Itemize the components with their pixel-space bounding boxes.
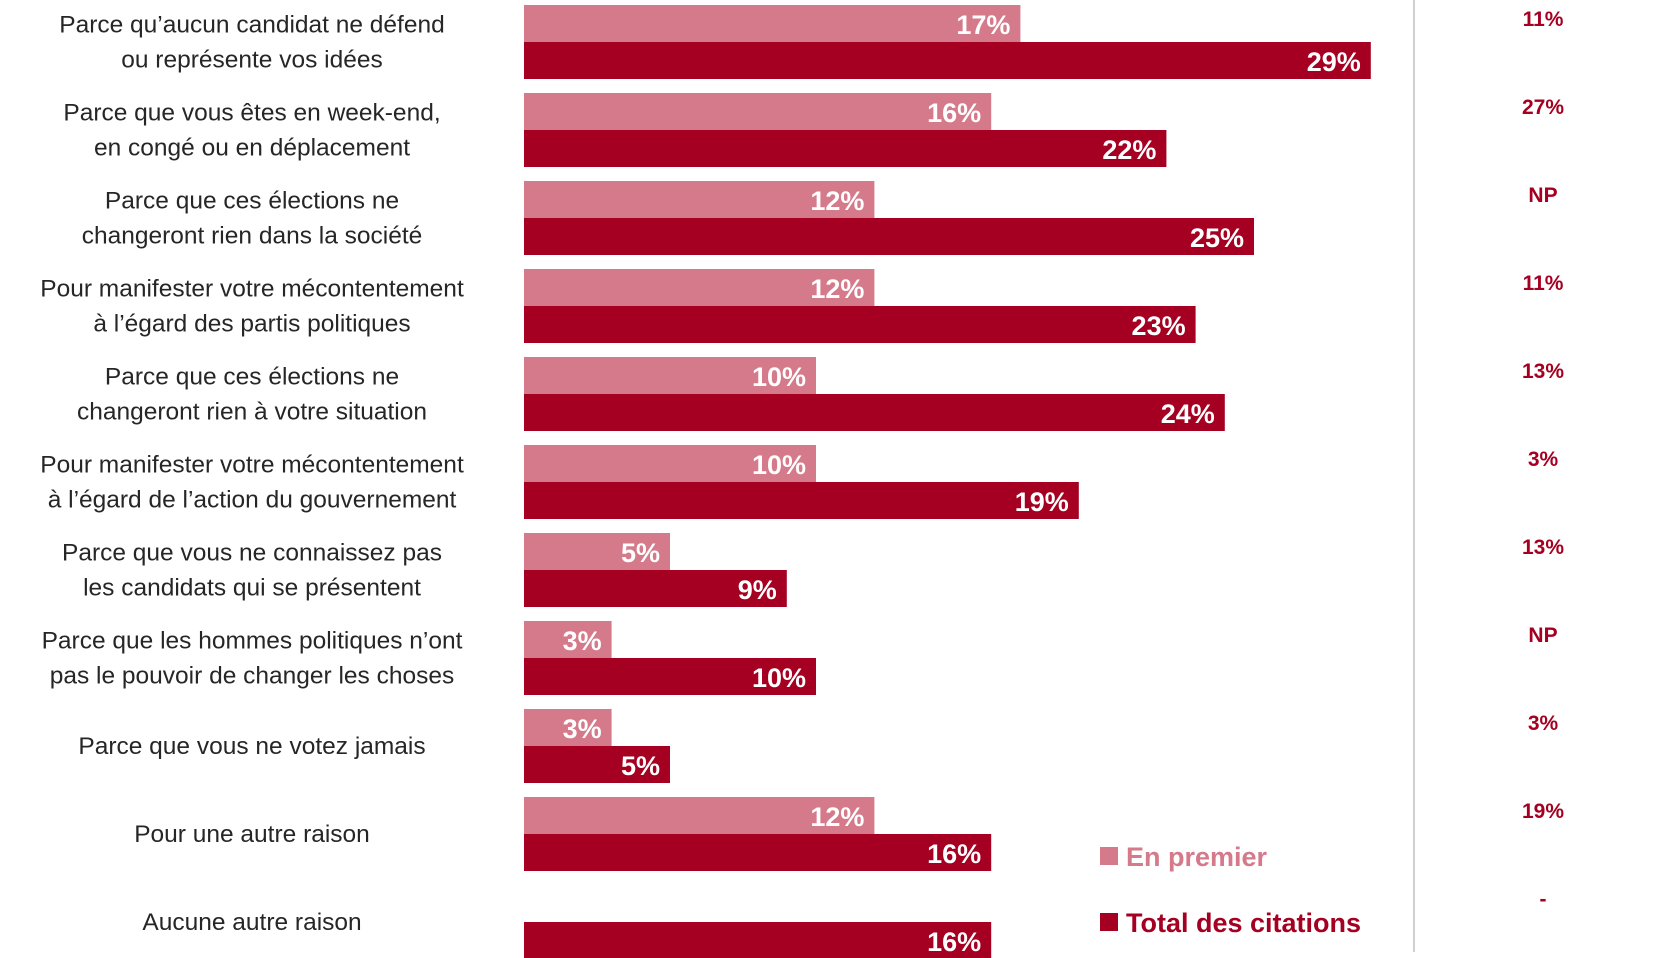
- side-column-value: 11%: [1523, 272, 1564, 295]
- category-label: Parce que ces élections ne changeront rie…: [77, 364, 427, 426]
- bar-value-label: 9%: [738, 575, 777, 605]
- side-column-value: NP: [1528, 624, 1557, 647]
- bar-value-label: 24%: [1161, 399, 1215, 429]
- bar: [524, 533, 670, 570]
- category-label-line: Pour une autre raison: [134, 821, 370, 848]
- bar-value-label: 5%: [621, 538, 660, 568]
- category-label-line: changeront rien dans la société: [82, 223, 423, 250]
- side-column-value: 13%: [1522, 360, 1564, 383]
- bar-value-label: 10%: [752, 362, 806, 392]
- category-label-line: les candidats qui se présentent: [83, 575, 421, 602]
- category-label: Parce que vous ne votez jamais: [78, 733, 425, 760]
- bar-value-label: 12%: [810, 274, 864, 304]
- bar-value-label: 12%: [810, 186, 864, 216]
- category-label-line: à l’égard des partis politiques: [93, 311, 410, 338]
- bar: [524, 482, 1079, 519]
- bars: [524, 5, 1371, 958]
- category-label-line: Pour manifester votre mécontentement: [40, 276, 464, 303]
- bar: [524, 130, 1167, 167]
- category-label-line: Parce que ces élections ne: [105, 364, 399, 391]
- legend: En premier Total des citations: [1100, 842, 1361, 938]
- bar-value-label: 17%: [956, 10, 1010, 40]
- bar: [524, 42, 1371, 79]
- bar-value-label: 25%: [1190, 223, 1244, 253]
- legend-label: En premier: [1126, 842, 1268, 872]
- side-column-value: 19%: [1522, 800, 1564, 823]
- bar-value-label: 19%: [1015, 487, 1069, 517]
- category-label-line: ou représente vos idées: [121, 47, 383, 74]
- side-column-value: 3%: [1528, 712, 1559, 735]
- bar: [524, 746, 670, 783]
- side-column: 11% 27% NP 11% 13% 3% 13% NP 3% 19% -: [1522, 8, 1564, 911]
- side-column-value: 27%: [1522, 96, 1564, 119]
- bar-value-label: 3%: [563, 714, 602, 744]
- category-label: Parce que vous êtes en week-end, en congé…: [63, 100, 440, 162]
- category-label-line: Pour manifester votre mécontentement: [40, 452, 464, 479]
- bar-value-label: 16%: [927, 98, 981, 128]
- category-label-line: Parce que ces élections ne: [105, 188, 399, 215]
- bar-value-label: 23%: [1132, 311, 1186, 341]
- bar-value-label: 16%: [927, 927, 981, 957]
- category-label: Parce que ces élections ne changeront rie…: [82, 188, 423, 250]
- category-label-line: Parce que vous ne votez jamais: [78, 733, 425, 760]
- side-column-value: NP: [1528, 184, 1557, 207]
- bar: [524, 658, 816, 695]
- category-label-line: Parce que les hommes politiques n’ont: [42, 628, 463, 655]
- bar-value-label: 3%: [563, 626, 602, 656]
- legend-swatch: [1100, 847, 1118, 865]
- category-label: Aucune autre raison: [142, 909, 361, 936]
- category-label: Pour manifester votre mécontentement à l’…: [40, 452, 464, 514]
- category-label-line: à l’égard de l’action du gouvernement: [48, 487, 457, 514]
- category-label-line: Parce qu’aucun candidat ne défend: [59, 12, 445, 39]
- bar: [524, 218, 1254, 255]
- bar-value-label: 22%: [1102, 135, 1156, 165]
- category-label-line: Parce que vous ne connaissez pas: [62, 540, 442, 567]
- bar: [524, 709, 612, 746]
- category-label-line: changeront rien à votre situation: [77, 399, 427, 426]
- bar: [524, 93, 992, 130]
- bar: [524, 570, 787, 607]
- category-label-line: Aucune autre raison: [142, 909, 361, 936]
- bar-value-label: 29%: [1307, 47, 1361, 77]
- bar: [524, 922, 992, 958]
- legend-label: Total des citations: [1126, 908, 1361, 938]
- bar: [524, 357, 816, 394]
- category-label-line: en congé ou en déplacement: [94, 135, 410, 162]
- bar: [524, 181, 875, 218]
- bar: [524, 394, 1225, 431]
- category-label: Parce que vous ne connaissez pas les cand…: [62, 540, 442, 602]
- category-label: Parce que les hommes politiques n’ont pas…: [42, 628, 463, 690]
- side-column-value: 3%: [1528, 448, 1559, 471]
- bar: [524, 306, 1196, 343]
- category-label: Pour manifester votre mécontentement à l’…: [40, 276, 464, 338]
- side-column-value: 13%: [1522, 536, 1564, 559]
- bar-value-label: 10%: [752, 450, 806, 480]
- category-label: Parce qu’aucun candidat ne défend ou repr…: [59, 12, 445, 74]
- bar: [524, 269, 875, 306]
- category-label: Pour une autre raison: [134, 821, 370, 848]
- bar-value-label: 16%: [927, 839, 981, 869]
- side-column-value: -: [1540, 888, 1547, 911]
- side-column-value: 11%: [1523, 8, 1564, 31]
- category-label-line: Parce que vous êtes en week-end,: [63, 100, 440, 127]
- bar-value-label: 10%: [752, 663, 806, 693]
- category-label-line: pas le pouvoir de changer les choses: [50, 663, 455, 690]
- bar: [524, 834, 992, 871]
- bar-value-labels: 17% 29% 16% 22% 12% 25% 12% 23% 10% 24% 10% 19% 5% 9%…: [563, 10, 1361, 957]
- legend-swatch: [1100, 913, 1118, 931]
- bar: [524, 797, 875, 834]
- bar-value-label: 12%: [810, 802, 864, 832]
- bar-value-label: 5%: [621, 751, 660, 781]
- bar: [524, 445, 816, 482]
- bar: [524, 621, 612, 658]
- category-labels: Parce qu’aucun candidat ne défend ou repr…: [40, 12, 464, 937]
- bar: [524, 5, 1021, 42]
